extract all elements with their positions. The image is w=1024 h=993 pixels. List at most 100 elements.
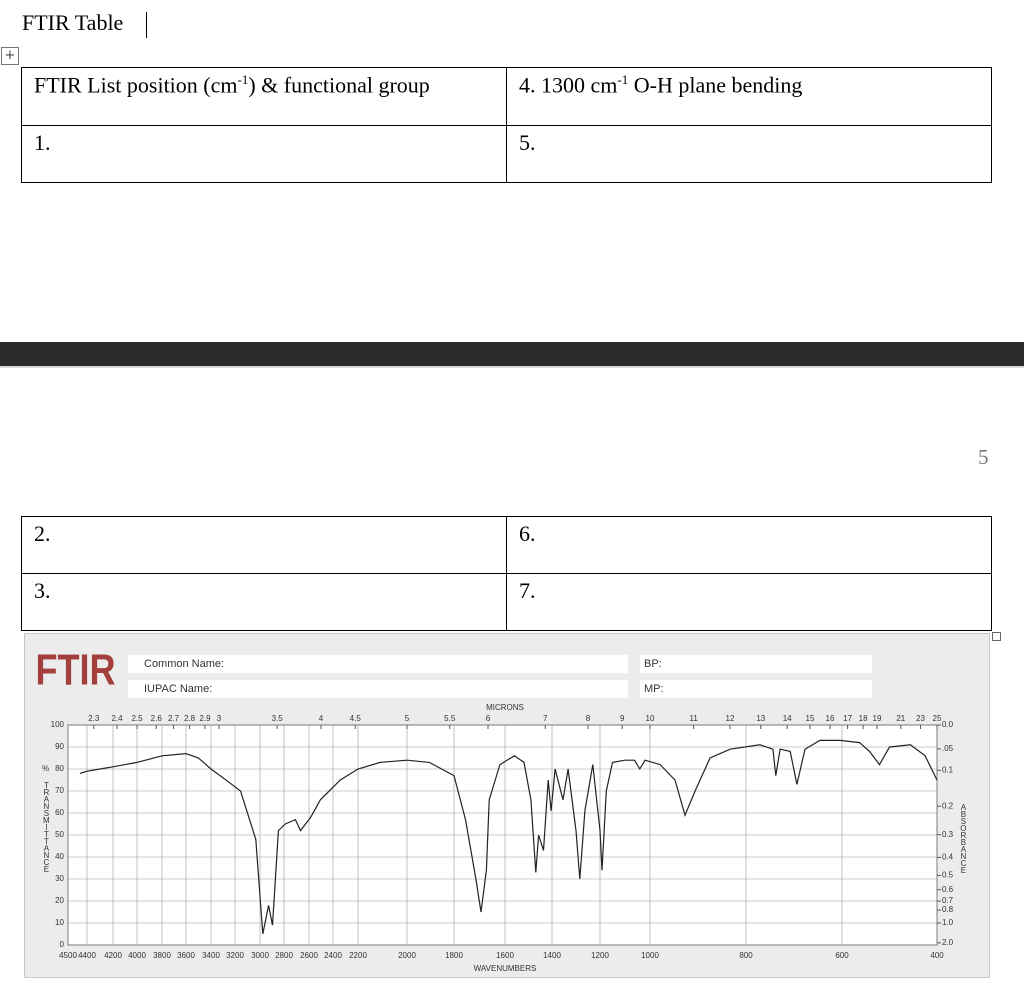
x2-tick-label: 6 — [486, 714, 491, 723]
x-tick-label: 3200 — [226, 951, 244, 960]
cell[interactable]: 4. 1300 cm-1 O-H plane bending — [506, 67, 992, 126]
x2-tick-label: 23 — [916, 714, 925, 723]
cell[interactable]: 2. — [21, 516, 507, 574]
x2-tick-label: 14 — [783, 714, 792, 723]
x-tick-label: 2000 — [398, 951, 416, 960]
input-field[interactable] — [128, 680, 628, 698]
page-break — [0, 342, 1024, 368]
x2-tick-label: 2.3 — [88, 714, 100, 723]
table-move-handle[interactable]: + — [1, 47, 19, 65]
x2-tick-label: 2.4 — [111, 714, 123, 723]
cell-text: FTIR List position (cm — [34, 72, 238, 98]
y2-tick-label: 0.3 — [942, 830, 954, 839]
x-tick-label: 4000 — [128, 951, 146, 960]
cell[interactable]: 5. — [506, 125, 992, 183]
x2-tick-label: 18 — [859, 714, 868, 723]
x-tick-label: 2200 — [349, 951, 367, 960]
x2-tick-label: 21 — [896, 714, 905, 723]
x2-tick-label: 2.5 — [131, 714, 143, 723]
cell-text: 5. — [519, 130, 536, 155]
x-tick-label: 3000 — [251, 951, 269, 960]
y2-tick-label: 1.0 — [942, 918, 954, 927]
y-tick-label: 10 — [55, 918, 64, 927]
y2-tick-label: 0.6 — [942, 885, 954, 894]
table-1: FTIR List position (cm -1 ) & functional g… — [21, 67, 992, 183]
x-axis-title: WAVENUMBERS — [474, 964, 537, 973]
x-tick-label: 1400 — [543, 951, 561, 960]
y2-tick-label: 0.1 — [942, 765, 954, 774]
text-cursor — [146, 12, 147, 38]
x-tick-label: 2800 — [275, 951, 293, 960]
cell[interactable]: 6. — [506, 516, 992, 574]
x-tick-label: 1200 — [591, 951, 609, 960]
x2-tick-label: 11 — [689, 714, 698, 723]
y2-tick-label: 0.8 — [942, 905, 954, 914]
input-field[interactable] — [128, 655, 628, 673]
x-tick-label: 4500 — [59, 951, 77, 960]
y-tick-label: 60 — [55, 808, 64, 817]
superscript: -1 — [617, 72, 629, 87]
x2-axis-title: MICRONS — [486, 703, 524, 712]
x-tick-label: 3400 — [202, 951, 220, 960]
y-tick-label: 90 — [55, 742, 64, 751]
field-label: BP: — [644, 658, 662, 670]
y-axis-title: TRANSMITTANCE — [42, 781, 51, 872]
spectrum-line — [79, 739, 938, 935]
page-number: 5 — [978, 445, 989, 469]
x-tick-label: 1600 — [496, 951, 514, 960]
x2-tick-label: 2.8 — [184, 714, 196, 723]
cell[interactable]: 3. — [21, 573, 507, 631]
field-label: MP: — [644, 683, 664, 695]
input-field[interactable] — [640, 680, 872, 698]
cell-text: 2. — [34, 521, 51, 546]
x-tick-label: 400 — [930, 951, 944, 960]
cell-text: 1. — [34, 130, 51, 155]
x-tick-label: 3600 — [177, 951, 195, 960]
y2-tick-label: 0.4 — [942, 853, 954, 862]
x2-tick-label: 2.9 — [199, 714, 211, 723]
chart-logo: FTIR — [35, 645, 115, 694]
x2-tick-label: 2.6 — [151, 714, 163, 723]
y-tick-label: 40 — [55, 852, 64, 861]
y2-axis-title: ABSORBANCE — [959, 803, 968, 873]
x2-tick-label: 5.5 — [444, 714, 456, 723]
cell-text: ) & functional group — [248, 72, 430, 98]
x2-tick-label: 5 — [405, 714, 410, 723]
y-tick-label: 30 — [55, 874, 64, 883]
y2-tick-label: 2.0 — [942, 938, 954, 947]
x2-tick-label: 8 — [586, 714, 591, 723]
y-tick-label: 0 — [60, 940, 65, 949]
x-tick-label: 1800 — [445, 951, 463, 960]
cell[interactable]: 1. — [21, 125, 507, 183]
y-tick-label: 50 — [55, 830, 64, 839]
y2-tick-label: 0.2 — [942, 801, 954, 810]
x2-tick-label: 7 — [543, 714, 548, 723]
x2-tick-label: 3.5 — [272, 714, 284, 723]
x2-tick-label: 19 — [873, 714, 882, 723]
x2-tick-label: 3 — [217, 714, 222, 723]
table-2: 2. 6. 3. 7. — [21, 516, 992, 631]
input-field[interactable] — [640, 655, 872, 673]
x-tick-label: 600 — [835, 951, 849, 960]
cell[interactable]: FTIR List position (cm-1) & functional g… — [21, 67, 507, 126]
y-unit: % — [42, 764, 49, 773]
resize-handle[interactable] — [992, 632, 1001, 641]
x2-tick-label: 10 — [646, 714, 655, 723]
cell-text: O-H plane bending — [628, 72, 803, 98]
field-label: IUPAC Name: — [144, 683, 212, 695]
cell[interactable]: 7. — [506, 573, 992, 631]
y2-tick-label: .05 — [942, 744, 954, 753]
x-tick-label: 800 — [739, 951, 753, 960]
y2-tick-label: 0.0 — [942, 720, 954, 729]
ftir-chart: FTIR Common Name: IUPAC Name: BP: MP: MI… — [24, 633, 990, 978]
cell-text: 3. — [34, 578, 51, 603]
x-tick-label: 4400 — [78, 951, 96, 960]
cell-text: 4. 1300 cm — [519, 72, 618, 98]
y-tick-label: 20 — [55, 896, 64, 905]
x2-tick-label: 12 — [726, 714, 735, 723]
cell-text: 7. — [519, 578, 536, 603]
x-tick-label: 4200 — [104, 951, 122, 960]
y-tick-label: 70 — [55, 786, 64, 795]
x-tick-label: 2400 — [324, 951, 342, 960]
